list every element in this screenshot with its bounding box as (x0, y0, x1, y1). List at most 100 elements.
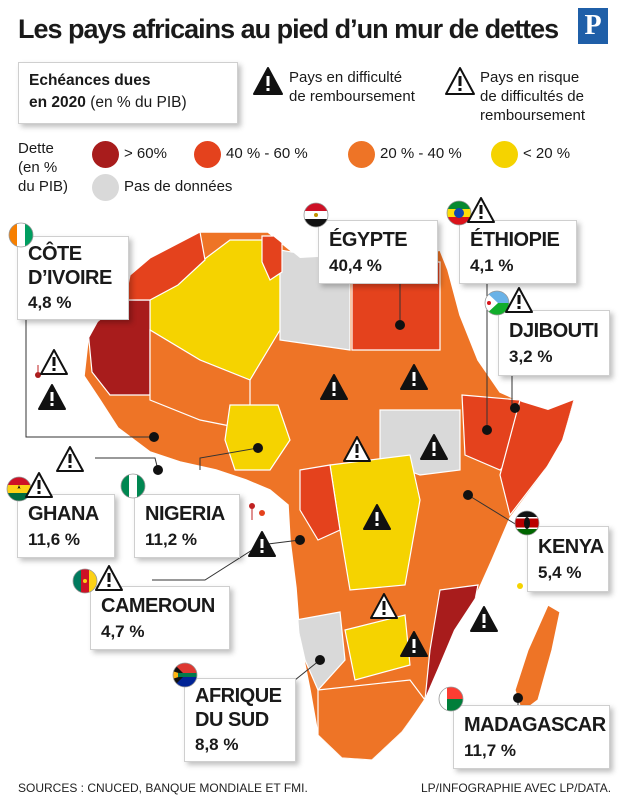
debt-legend-line1: Dette (18, 140, 54, 157)
risk-icon-ghana (25, 472, 53, 498)
le-parisien-logo: P (578, 8, 608, 44)
country-name-line2: DU SUD (195, 709, 269, 731)
page-title: Les pays africains au pied d’un mur de d… (18, 14, 559, 44)
country-box-cote-divoire: CÔTE D’IVOIRE 4,8 % (17, 236, 129, 320)
comoros-island (517, 583, 523, 589)
risk-label-line2: de difficultés de (480, 88, 584, 105)
country-value: 4,1 % (470, 256, 514, 275)
flag-djibouti-icon (484, 290, 510, 316)
difficulty-label-line1: Pays en difficulté (289, 69, 403, 86)
difficulty-icon-zimbabwe (400, 631, 428, 657)
marker-cameroun (295, 535, 305, 545)
country-value: 11,6 % (28, 530, 80, 549)
due-box-line2: en 2020 (en % du PIB) (29, 94, 187, 112)
legend-label-under-20: < 20 % (523, 145, 571, 162)
flag-kenya-icon (514, 510, 540, 536)
flag-nigeria-icon (120, 473, 146, 499)
country-value: 4,7 % (101, 622, 145, 641)
connector-cote-divoire (25, 320, 154, 438)
legend-swatch-over-60 (92, 141, 119, 168)
due-box-year: en 2020 (29, 94, 86, 111)
region-south-africa (317, 679, 426, 760)
difficulty-legend-label: Pays en difficulté de remboursement (289, 68, 415, 106)
country-box-nigeria: NIGERIA 11,2 % (134, 494, 240, 558)
sao-tome-island (259, 510, 265, 516)
country-name-line1: MADAGASCAR (464, 714, 606, 736)
legend-label-no-data: Pas de données (124, 178, 233, 195)
legend-swatch-under-20 (491, 141, 518, 168)
difficulty-icon-sao-tome (248, 531, 276, 557)
country-value: 5,4 % (538, 563, 582, 582)
flag-ethiopie-icon (446, 200, 472, 226)
legend-swatch-no-data (92, 174, 119, 201)
location-markers (149, 320, 523, 703)
region-nigeria (224, 404, 291, 471)
risk-legend-label: Pays en risque de difficultés de rembour… (480, 68, 585, 125)
marker-djibouti (510, 403, 520, 413)
country-name-line1: KENYA (538, 536, 604, 558)
legend-label-over-60: > 60% (124, 145, 167, 162)
marker-egypte (395, 320, 405, 330)
country-name-line1: DJIBOUTI (509, 320, 599, 342)
region-namibia (295, 611, 346, 692)
risk-icon-chad (343, 436, 371, 462)
connector-cameroun (152, 539, 301, 581)
flag-cameroun-icon (72, 568, 98, 594)
marker-afrique-du-sud (315, 655, 325, 665)
risk-icon-djibouti (505, 287, 533, 313)
flag-cote-divoire-icon (8, 222, 34, 248)
marker-ethiopie (482, 425, 492, 435)
country-name-line1: ÉGYPTE (329, 229, 408, 251)
difficulty-icon-sudan (400, 364, 428, 390)
country-box-ghana: GHANA 11,6 % (17, 494, 115, 558)
marker-madagascar (513, 693, 523, 703)
marker-nigeria (253, 443, 263, 453)
country-value: 40,4 % (329, 256, 382, 275)
difficulty-icon-mozambique (470, 606, 498, 632)
footer-credit: LP/INFOGRAPHIE AVEC LP/DATA. (421, 781, 612, 795)
risk-icon-cameroun (95, 565, 123, 591)
country-value: 3,2 % (509, 347, 553, 366)
region-congo (299, 464, 341, 541)
risk-icon-zambia (370, 593, 398, 619)
map-risk-icons (40, 349, 398, 619)
debt-legend-title: Dette (en % du PIB) (18, 139, 68, 196)
risk-label-line1: Pays en risque (480, 69, 580, 86)
risk-icon-senegal (40, 349, 68, 375)
country-box-djibouti: DJIBOUTI 3,2 % (498, 310, 610, 376)
risk-icon-guinea (56, 446, 84, 472)
connector-nigeria (199, 447, 259, 470)
due-payments-legend-box: Echéances dues en 2020 (en % du PIB) (18, 62, 238, 124)
country-box-madagascar: MADAGASCAR 11,7 % (453, 705, 610, 769)
flag-madagascar-icon (438, 686, 464, 712)
map-difficulty-icons (38, 364, 498, 657)
due-box-line1: Echéances dues (29, 72, 151, 89)
flag-afrique-du-sud-icon (172, 662, 198, 688)
risk-icon-ethiopie (467, 197, 495, 223)
difficulty-icon-south-sudan (420, 434, 448, 460)
difficulty-warning-icon (253, 67, 283, 95)
risk-warning-icon (445, 67, 475, 95)
country-name-line1: GHANA (28, 503, 99, 525)
difficulty-icon-cape-verde (38, 384, 66, 410)
country-value: 4,8 % (28, 293, 72, 312)
marker-kenya (463, 490, 473, 500)
due-box-unit: (en % du PIB) (85, 94, 187, 111)
debt-legend-line3: du PIB) (18, 178, 69, 195)
country-name-line2: D’IVOIRE (28, 267, 112, 289)
country-value: 11,2 % (145, 530, 197, 549)
difficulty-icon-sahel (320, 374, 348, 400)
difficulty-icon-car (363, 504, 391, 530)
debt-legend-line2: (en % (18, 159, 58, 176)
marker-ghana (153, 465, 163, 475)
pin-head (249, 503, 255, 509)
legend-label-20-40: 20 % - 40 % (380, 145, 462, 162)
flag-egypte-icon (303, 202, 329, 228)
region-morocco (124, 231, 206, 301)
country-name-line1: AFRIQUE (195, 685, 282, 707)
country-name-line1: CAMEROUN (101, 595, 215, 617)
footer-sources: SOURCES : CNUCED, BANQUE MONDIALE ET FMI… (18, 781, 308, 795)
country-box-egypte: ÉGYPTE 40,4 % (318, 220, 438, 284)
region-botswana (344, 614, 411, 681)
country-box-kenya: KENYA 5,4 % (527, 526, 609, 592)
